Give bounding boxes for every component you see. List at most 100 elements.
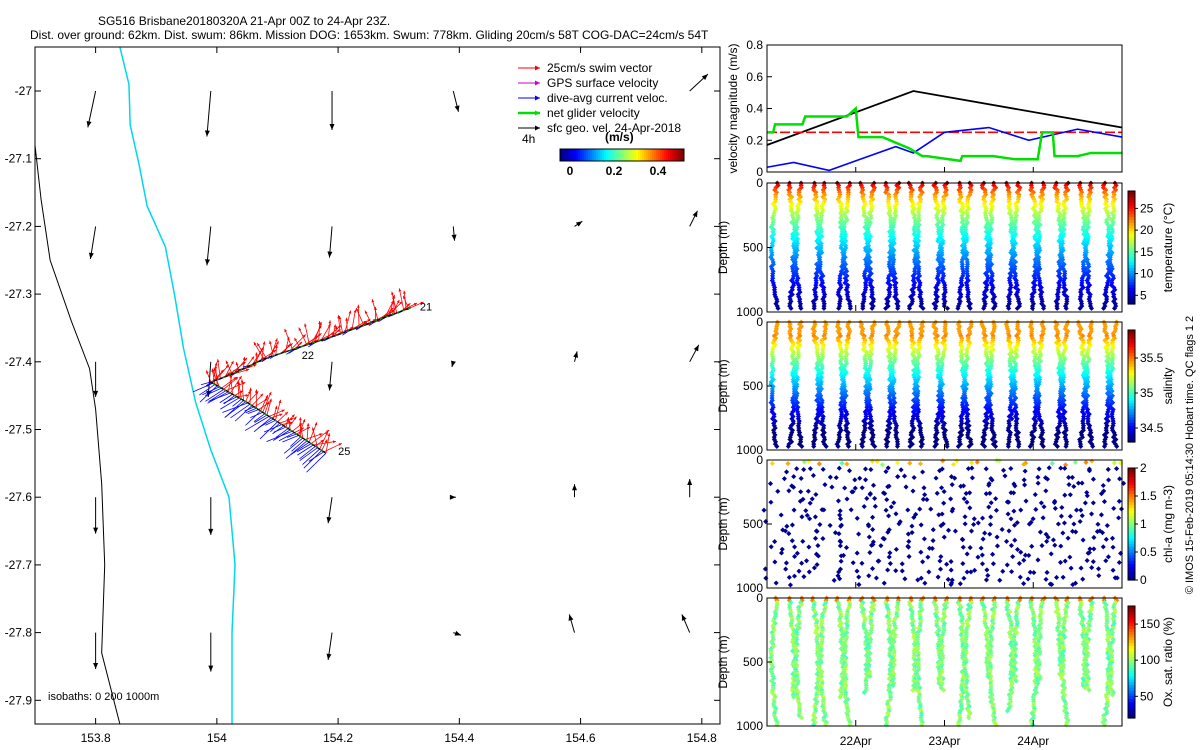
swim-vector-head xyxy=(364,310,368,314)
data-point xyxy=(827,474,833,480)
data-point xyxy=(935,574,941,580)
dac-vector xyxy=(230,403,251,419)
colorbar-cell xyxy=(1128,330,1135,334)
data-point xyxy=(1062,465,1068,471)
data-point xyxy=(1106,477,1112,483)
y-tick-label: 500 xyxy=(743,379,763,393)
data-point xyxy=(948,558,954,565)
y-tick-label: -27.5 xyxy=(5,423,33,437)
colorbar-tick-label: 0.2 xyxy=(606,164,623,178)
colorbar-cell xyxy=(602,149,605,161)
data-point xyxy=(814,528,820,534)
data-point xyxy=(939,485,945,491)
swim-vector xyxy=(319,431,329,450)
data-point xyxy=(817,521,823,528)
data-point xyxy=(784,469,790,475)
data-point xyxy=(812,535,819,541)
colorbar-cell xyxy=(680,149,683,161)
colorbar-cell xyxy=(622,149,625,161)
geo-vector-head xyxy=(692,210,698,218)
data-point xyxy=(999,526,1005,532)
dac-vector xyxy=(244,406,255,412)
data-point xyxy=(938,554,944,560)
data-point xyxy=(786,574,792,580)
data-point xyxy=(894,460,901,466)
swim-vector-head xyxy=(206,370,209,374)
swim-vector-head xyxy=(363,320,367,324)
depth-ylabel: Depth (m) xyxy=(716,221,730,274)
data-point xyxy=(1002,473,1008,479)
geo-vector-head xyxy=(329,124,335,131)
data-point xyxy=(869,566,876,572)
data-point xyxy=(987,490,993,496)
geo-vector-head xyxy=(327,251,333,258)
data-point xyxy=(810,472,816,479)
colorbar-cell xyxy=(560,149,563,161)
swim-vector-head xyxy=(304,323,307,327)
data-point xyxy=(898,467,904,473)
colorbar-cell xyxy=(658,149,661,161)
colorbar-cell xyxy=(676,149,679,161)
data-point xyxy=(997,577,1003,583)
swim-vector-head xyxy=(327,433,331,437)
data-point xyxy=(1060,574,1066,580)
data-point xyxy=(1035,557,1041,563)
geo-vector-head xyxy=(568,614,574,621)
data-point xyxy=(768,544,774,550)
data-point xyxy=(893,511,899,517)
data-point xyxy=(1040,515,1046,521)
geo-vector-head xyxy=(88,252,94,259)
legend-swatch-head xyxy=(535,110,540,116)
colorbar-tick-label: 25 xyxy=(1140,201,1154,215)
data-point xyxy=(860,305,866,311)
data-point xyxy=(1054,574,1060,581)
colorbar-cell xyxy=(590,149,593,161)
swim-vector-head xyxy=(242,382,246,385)
data-point xyxy=(1072,459,1079,465)
colorbar-tick-label: 5 xyxy=(1140,288,1147,302)
legend-label: net glider velocity xyxy=(547,106,640,120)
swim-vector xyxy=(312,427,318,448)
dac-vector xyxy=(232,398,242,407)
legend-swatch-head xyxy=(535,80,540,86)
dac-vector xyxy=(297,444,314,456)
data-point xyxy=(856,582,862,588)
geo-vector-head xyxy=(327,384,333,391)
swim-vector-head xyxy=(235,362,239,366)
y-tick-label: 500 xyxy=(743,241,763,255)
colorbar-cell xyxy=(632,149,635,161)
velocity-axes xyxy=(766,44,1123,173)
data-point xyxy=(1021,477,1027,483)
swim-vector xyxy=(403,290,407,310)
data-point xyxy=(791,507,797,513)
legend-colorbar-title: (m/s) xyxy=(605,130,634,144)
data-point xyxy=(1073,507,1080,513)
swim-vector-head xyxy=(278,399,282,404)
data-point xyxy=(945,576,951,583)
data-point xyxy=(1058,513,1064,519)
data-point xyxy=(1110,567,1116,573)
colorbar-cell xyxy=(626,149,629,161)
data-point xyxy=(838,558,844,564)
data-point xyxy=(844,461,850,467)
swim-vector-head xyxy=(258,350,262,354)
data-point xyxy=(861,503,867,510)
swim-vector xyxy=(268,341,280,358)
data-point xyxy=(975,554,981,560)
swim-vector-head xyxy=(254,389,258,393)
dac-vector xyxy=(222,402,249,413)
dac-vector xyxy=(302,448,320,465)
data-point xyxy=(1043,488,1049,494)
data-point xyxy=(876,558,882,564)
data-point xyxy=(962,514,968,520)
y-tick-label: -27.8 xyxy=(5,626,33,640)
data-point xyxy=(994,534,1000,540)
data-point xyxy=(905,507,911,513)
data-point xyxy=(789,522,795,528)
data-point xyxy=(1089,565,1095,571)
dac-vector xyxy=(204,387,222,396)
colorbar-cell xyxy=(648,149,651,161)
swim-vector-head xyxy=(337,315,341,319)
data-point xyxy=(963,490,969,497)
